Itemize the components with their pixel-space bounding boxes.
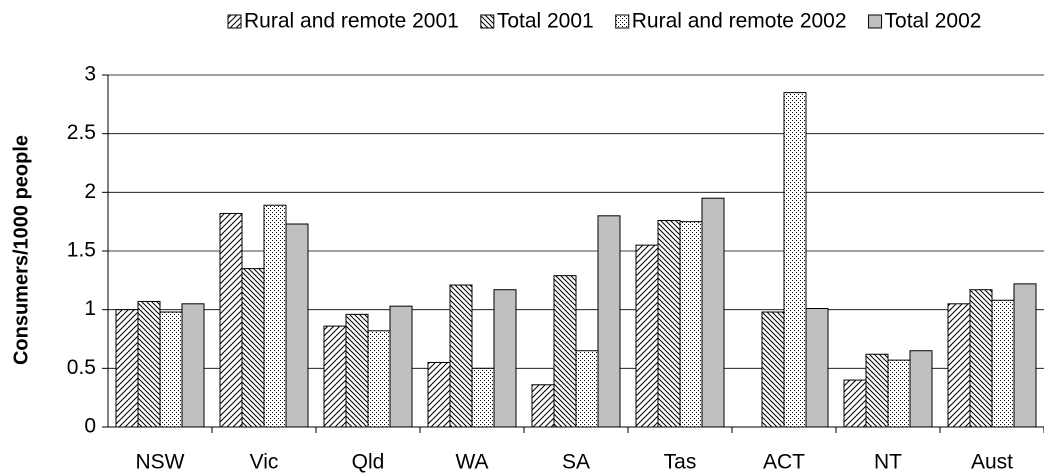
bar <box>575 350 599 428</box>
bar <box>969 289 993 428</box>
y-tick-label: 2 <box>84 180 96 203</box>
bar <box>427 361 451 428</box>
bar <box>553 275 577 428</box>
bar <box>471 367 495 428</box>
x-tick-label: WA <box>455 451 488 474</box>
x-tick-label: Vic <box>250 451 279 474</box>
bar <box>345 313 369 428</box>
bar <box>843 379 867 428</box>
y-tick-label: 1 <box>84 297 96 320</box>
bar <box>991 299 1015 428</box>
bar <box>805 307 829 428</box>
x-tick-label: Aust <box>971 451 1013 474</box>
y-tick-label: 0.5 <box>67 356 96 379</box>
bar <box>389 305 413 428</box>
bar <box>241 268 265 428</box>
y-tick-label: 1.5 <box>67 239 96 262</box>
bar <box>701 197 725 428</box>
bar <box>657 219 681 428</box>
x-tick-label: SA <box>562 451 590 474</box>
y-tick-label: 2.5 <box>67 121 96 144</box>
bar <box>367 330 391 428</box>
x-tick-label: Tas <box>664 451 697 474</box>
bar <box>493 289 517 428</box>
bar <box>1013 283 1037 428</box>
bar <box>783 92 807 428</box>
bar <box>597 215 621 428</box>
bar <box>449 284 473 428</box>
bar <box>531 384 555 428</box>
legend-label: Rural and remote 2002 <box>632 10 847 33</box>
legend-label: Total 2002 <box>885 10 982 33</box>
bar <box>635 244 659 428</box>
bar <box>181 303 205 428</box>
bar <box>761 311 785 428</box>
bar <box>219 212 243 428</box>
bar <box>865 353 889 428</box>
bar <box>285 223 309 428</box>
y-tick-label: 3 <box>84 63 96 86</box>
legend-label: Total 2001 <box>497 10 594 33</box>
legend-swatch <box>615 14 630 29</box>
bar <box>887 359 911 428</box>
legend-swatch <box>227 14 242 29</box>
bar <box>947 303 971 428</box>
bar <box>263 204 287 428</box>
legend-label: Rural and remote 2001 <box>244 10 459 33</box>
x-tick-label: NSW <box>136 451 185 474</box>
bar <box>115 309 139 428</box>
legend-swatch <box>480 14 495 29</box>
bar <box>137 300 161 428</box>
y-tick-label: 0 <box>84 415 96 438</box>
x-tick-label: ACT <box>763 451 805 474</box>
bar <box>679 221 703 428</box>
x-tick-label: Qld <box>352 451 385 474</box>
legend-swatch <box>868 14 883 29</box>
bar <box>323 325 347 428</box>
bar <box>159 311 183 428</box>
bar <box>909 350 933 428</box>
x-tick-label: NT <box>874 451 902 474</box>
y-axis-label: Consumers/1000 people <box>10 135 32 365</box>
